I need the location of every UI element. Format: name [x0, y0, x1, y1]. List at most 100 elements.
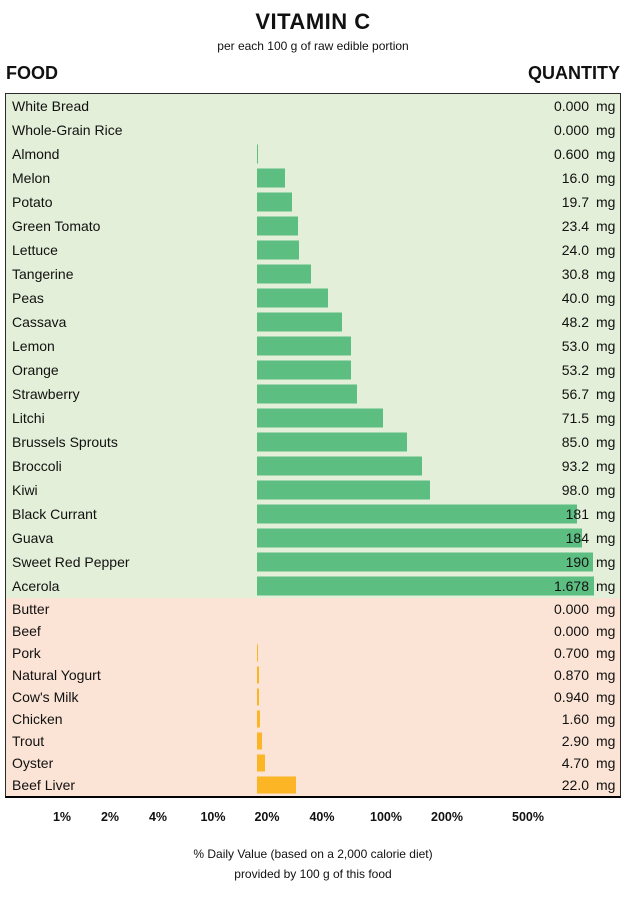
food-label: Guava [12, 530, 54, 546]
food-label: Sweet Red Pepper [12, 554, 130, 570]
food-row: Butter 0.000 mg [6, 598, 620, 620]
quantity-column-header: QUANTITY [528, 63, 620, 83]
quantity-value: 53.0 mg [537, 338, 618, 354]
value-number: 4.70 [561, 755, 589, 771]
food-row: Strawberry 56.7 mg [6, 382, 620, 406]
food-label: Kiwi [12, 482, 38, 498]
value-bar [257, 240, 299, 260]
axis-tick-label: 4% [148, 810, 168, 824]
food-label: Cow's Milk [12, 689, 79, 705]
value-bar [257, 732, 262, 750]
value-bar [257, 216, 298, 236]
quantity-value: 85.0 mg [537, 434, 618, 450]
food-label: Cassava [12, 314, 67, 330]
food-label: Green Tomato [12, 218, 101, 234]
value-number: 184 [565, 530, 589, 546]
value-bar [257, 336, 351, 356]
chart-subtitle: per each 100 g of raw edible portion [217, 39, 409, 53]
food-row: Brussels Sprouts 85.0 mg [6, 430, 620, 454]
value-number: 93.2 [561, 458, 589, 474]
food-row: Trout 2.90 mg [6, 730, 620, 752]
food-label: White Bread [12, 98, 90, 114]
food-label: Natural Yogurt [12, 667, 101, 683]
value-number: 19.7 [561, 194, 589, 210]
value-unit: mg [596, 554, 616, 570]
value-number: 181 [565, 506, 589, 522]
value-unit: mg [596, 194, 616, 210]
axis-tick-label: 1% [52, 810, 72, 824]
food-label: Potato [12, 194, 53, 210]
quantity-value: 2.90 mg [537, 733, 618, 749]
value-unit: mg [596, 733, 616, 749]
value-unit: mg [596, 122, 616, 138]
value-number: 53.2 [561, 362, 589, 378]
food-row: Broccoli 93.2 mg [6, 454, 620, 478]
food-label: Litchi [12, 410, 45, 426]
quantity-value: 1.60 mg [537, 711, 618, 727]
value-unit: mg [596, 623, 616, 639]
table-rows: White Bread 0.000 mg Whole-Grain Rice 0.000 m… [6, 94, 620, 796]
food-row: Natural Yogurt 0.870 mg [6, 664, 620, 686]
quantity-value: 30.8 mg [537, 266, 618, 282]
food-label: Chicken [12, 711, 63, 727]
value-unit: mg [596, 506, 616, 522]
value-bar [257, 644, 258, 662]
axis-tick-label: 20% [254, 810, 280, 824]
food-row: Litchi 71.5 mg [6, 406, 620, 430]
value-bar [257, 168, 285, 188]
value-number: 23.4 [561, 218, 589, 234]
value-bar [257, 710, 260, 728]
food-label: Peas [12, 290, 44, 306]
value-number: 22.0 [561, 777, 589, 793]
value-number: 71.5 [561, 410, 589, 426]
food-label: Pork [12, 645, 41, 661]
value-unit: mg [596, 266, 616, 282]
value-number: 0.000 [553, 601, 589, 617]
value-bar [257, 288, 328, 308]
food-label: Whole-Grain Rice [12, 122, 123, 138]
value-bar [257, 754, 265, 772]
food-label: Strawberry [12, 386, 80, 402]
value-bar [257, 552, 593, 572]
value-number: 2.90 [561, 733, 589, 749]
quantity-value: 184 mg [537, 530, 618, 546]
value-number: 0.940 [553, 689, 589, 705]
value-number: 30.8 [561, 266, 589, 282]
value-unit: mg [596, 362, 616, 378]
value-unit: mg [596, 290, 616, 306]
value-unit: mg [596, 314, 616, 330]
food-row: Tangerine 30.8 mg [6, 262, 620, 286]
axis-tick-label: 100% [370, 810, 402, 824]
value-number: 40.0 [561, 290, 589, 306]
quantity-value: 40.0 mg [537, 290, 618, 306]
x-axis: 1% 2% 4% 10% 20% 40% 100% 200% 500% [5, 798, 621, 832]
quantity-value: 56.7 mg [537, 386, 618, 402]
food-row: Kiwi 98.0 mg [6, 478, 620, 502]
value-number: 1.678 [553, 578, 589, 594]
value-bar [257, 480, 430, 500]
value-bar [257, 688, 259, 706]
quantity-value: 0.000 mg [537, 623, 618, 639]
food-row: Black Currant 181 mg [6, 502, 620, 526]
value-number: 85.0 [561, 434, 589, 450]
value-unit: mg [596, 338, 616, 354]
food-row: Chicken 1.60 mg [6, 708, 620, 730]
value-number: 0.870 [553, 667, 589, 683]
food-label: Oyster [12, 755, 54, 771]
food-row: Acerola 1.678 mg [6, 574, 620, 598]
value-bar [257, 312, 342, 332]
food-row: Beef 0.000 mg [6, 620, 620, 642]
food-label: Beef Liver [12, 777, 76, 793]
quantity-value: 53.2 mg [537, 362, 618, 378]
food-row: Cassava 48.2 mg [6, 310, 620, 334]
quantity-value: 0.700 mg [537, 645, 618, 661]
quantity-value: 0.870 mg [537, 667, 618, 683]
food-label: Trout [12, 733, 45, 749]
quantity-value: 0.000 mg [537, 98, 618, 114]
quantity-value: 48.2 mg [537, 314, 618, 330]
value-unit: mg [596, 711, 616, 727]
axis-caption-line2: provided by 100 g of this food [234, 867, 392, 881]
axis-tick-label: 200% [431, 810, 463, 824]
value-bar [257, 528, 582, 548]
food-label: Beef [12, 623, 41, 639]
